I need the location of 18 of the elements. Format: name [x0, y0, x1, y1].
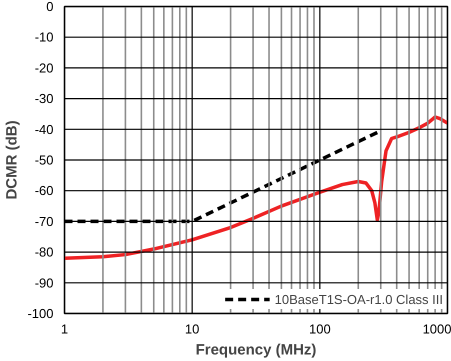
x-tick-label: 1000: [422, 322, 451, 336]
y-tick-label: -40: [34, 122, 54, 137]
y-tick-label: -60: [34, 183, 54, 198]
y-tick-label: -50: [34, 152, 54, 168]
y-tick-label: -30: [34, 91, 54, 106]
x-tick-label: 100: [308, 322, 331, 336]
y-tick-label: -80: [34, 244, 54, 260]
x-tick-label: 1: [60, 322, 68, 336]
y-tick-label: -70: [34, 214, 54, 229]
y-tick-label: -20: [34, 60, 54, 76]
y-axis-title: DCMR (dB): [3, 120, 20, 200]
y-tick-label: -10: [34, 30, 54, 45]
legend-label: 10BaseT1S-OA-r1.0 Class III: [274, 292, 443, 306]
x-axis-title: Frequency (MHz): [196, 342, 316, 358]
y-tick-label: 0: [46, 0, 54, 14]
y-tick-label: -100: [27, 306, 54, 321]
x-tick-label: 10: [184, 322, 200, 336]
y-tick-label: -90: [34, 275, 54, 290]
